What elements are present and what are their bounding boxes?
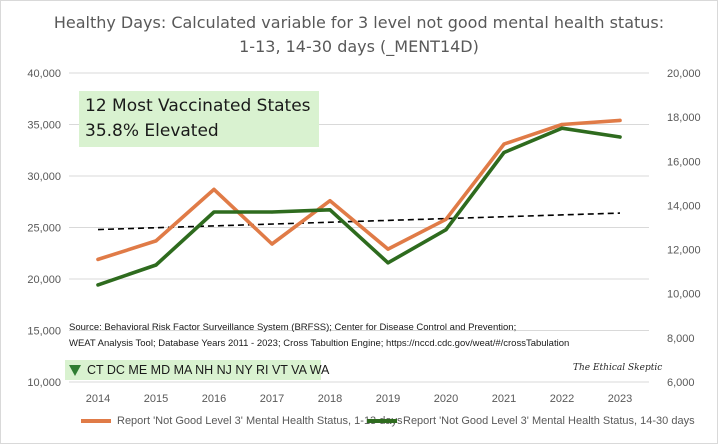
left-axis-ticks: 10,000 15,000 20,000 25,000 30,000 35,000 40,0… [27, 68, 61, 389]
chart-title-line2: 1-13, 14-30 days (_MENT14D) [239, 37, 479, 56]
source-note: Source: Behavioral Risk Factor Surveilla… [69, 320, 629, 352]
right-tick-label: 20,000 [667, 68, 701, 80]
legend-label-series1: Report 'Not Good Level 3' Mental Health … [117, 415, 403, 427]
series-line-1 [96, 118, 622, 262]
chart-title: Healthy Days: Calculated variable for 3 … [1, 11, 717, 59]
left-tick-label: 15,000 [27, 326, 61, 338]
data-point [386, 247, 390, 251]
right-tick-label: 14,000 [667, 200, 701, 212]
x-tick-label: 2015 [144, 393, 168, 405]
right-tick-label: 18,000 [667, 112, 701, 124]
data-point [212, 187, 216, 191]
x-tick-label: 2021 [492, 393, 516, 405]
states-list-box: CT DC ME MD MA NH NJ NY RI VT VA WA [65, 360, 329, 380]
data-point [560, 122, 564, 127]
x-tick-label: 2023 [608, 393, 632, 405]
chart-title-line1: Healthy Days: Calculated variable for 3 … [53, 13, 665, 32]
legend-label-series2: Report 'Not Good Level 3' Mental Health … [403, 415, 695, 427]
source-line1: Source: Behavioral Risk Factor Surveilla… [69, 322, 517, 333]
x-tick-label: 2020 [434, 393, 458, 405]
right-axis-ticks: 6,000 8,000 10,000 12,000 14,000 16,000 18,000… [667, 68, 701, 389]
left-tick-label: 10,000 [27, 377, 61, 389]
signature-logo: The Ethical Skeptic [573, 363, 663, 373]
vaccinated-states-callout: 12 Most Vaccinated States 35.8% Elevated [79, 91, 319, 147]
data-point [328, 199, 332, 203]
legend-item-series1: Report 'Not Good Level 3' Mental Health … [81, 415, 402, 427]
data-point [96, 283, 100, 287]
right-tick-label: 6,000 [667, 377, 695, 389]
series-group [96, 118, 622, 287]
right-tick-label: 16,000 [667, 156, 701, 168]
left-tick-label: 20,000 [27, 274, 61, 286]
x-tick-label: 2018 [318, 393, 342, 405]
data-point [444, 228, 448, 232]
data-point [502, 142, 506, 146]
trendline-group [97, 212, 621, 231]
x-tick-label: 2016 [202, 393, 226, 405]
callout-line2: 35.8% Elevated [85, 121, 219, 141]
data-point [154, 239, 158, 243]
data-point [154, 263, 158, 267]
legend-swatch-series2 [367, 419, 397, 423]
x-tick-label: 2014 [86, 393, 110, 405]
data-point [386, 261, 390, 265]
trendline [97, 212, 621, 231]
data-point [560, 126, 564, 130]
legend: Report 'Not Good Level 3' Mental Health … [1, 415, 717, 433]
legend-swatch-series1 [81, 419, 111, 423]
data-point [270, 210, 274, 214]
data-point [270, 242, 274, 246]
data-point [96, 257, 100, 262]
x-tick-label: 2017 [260, 393, 284, 405]
callout-line1: 12 Most Vaccinated States [85, 96, 311, 116]
x-tick-label: 2022 [550, 393, 574, 405]
data-point [212, 210, 216, 214]
x-tick-label: 2019 [376, 393, 400, 405]
triangle-down-icon [69, 365, 81, 377]
left-tick-label: 25,000 [27, 223, 61, 235]
states-list: CT DC ME MD MA NH NJ NY RI VT VA WA [87, 363, 330, 377]
data-point [502, 150, 506, 155]
left-tick-label: 35,000 [27, 120, 61, 132]
right-tick-label: 10,000 [667, 289, 701, 301]
right-tick-label: 12,000 [667, 245, 701, 257]
right-tick-label: 8,000 [667, 333, 695, 345]
left-tick-label: 30,000 [27, 171, 61, 183]
source-line2: WEAT Analysis Tool; Database Years 2011 … [69, 338, 570, 349]
x-axis-ticks: 2014 2015 2016 2017 2018 2019 2020 2021 2022 2023 [86, 393, 632, 405]
legend-item-series2: Report 'Not Good Level 3' Mental Health … [367, 415, 695, 427]
left-tick-label: 40,000 [27, 68, 61, 80]
data-point [618, 118, 622, 122]
data-point [618, 135, 622, 139]
series-line-2 [96, 126, 622, 287]
data-point [328, 208, 332, 212]
data-point [444, 217, 448, 221]
